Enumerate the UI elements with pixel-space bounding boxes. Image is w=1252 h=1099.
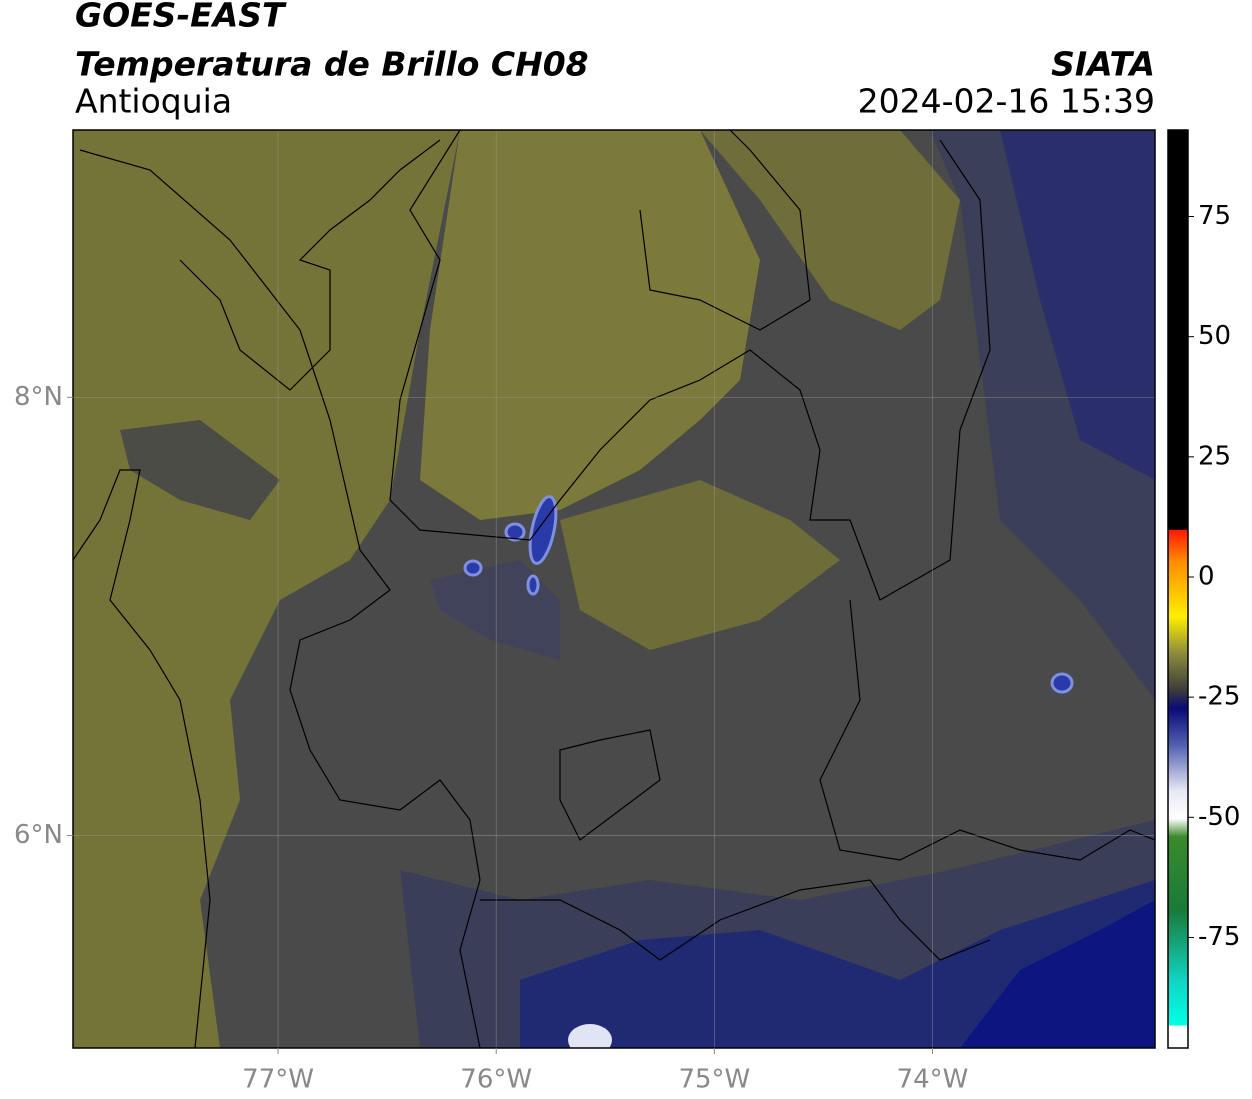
- colorbar-tick-label: -75: [1198, 922, 1240, 952]
- y-tick-label: 8°N: [14, 382, 63, 412]
- source-label: SIATA: [1051, 45, 1155, 84]
- colorbar: [1167, 129, 1189, 1049]
- map-frame: [72, 129, 1156, 1049]
- x-tick-label: 76°W: [460, 1065, 532, 1095]
- colorbar-tick-label: 25: [1198, 441, 1231, 471]
- colorbar-tick-label: 75: [1198, 201, 1231, 231]
- datetime-label: 2024-02-16 15:39: [858, 82, 1155, 121]
- grid: [73, 130, 1155, 1048]
- satellite-title: GOES-EAST: [75, 0, 287, 35]
- x-tick-label: 74°W: [897, 1065, 969, 1095]
- x-tick-label: 77°W: [242, 1065, 314, 1095]
- x-tick-label: 75°W: [678, 1065, 750, 1095]
- colorbar-tick-label: 50: [1198, 321, 1231, 351]
- y-tick-label: 6°N: [14, 820, 63, 850]
- region-label: Antioquia: [75, 82, 232, 121]
- colorbar-tick-label: 0: [1198, 561, 1215, 591]
- colorbar-tick-label: -50: [1198, 802, 1240, 832]
- colorbar-tick-label: -25: [1198, 682, 1240, 712]
- product-title: Temperatura de Brillo CH08: [75, 45, 589, 84]
- map-image: [73, 130, 1155, 1048]
